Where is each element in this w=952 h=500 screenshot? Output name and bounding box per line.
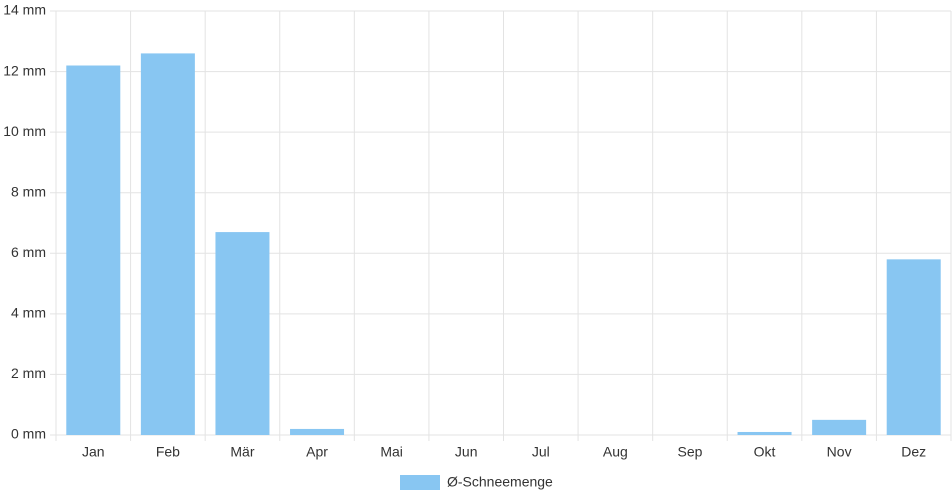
x-tick-label: Mai bbox=[380, 444, 403, 460]
legend-swatch bbox=[400, 475, 440, 490]
x-tick-label: Aug bbox=[603, 444, 628, 460]
bar bbox=[66, 65, 121, 435]
bar bbox=[140, 53, 195, 436]
y-tick-label: 6 mm bbox=[11, 244, 46, 260]
x-tick-label: Jul bbox=[532, 444, 550, 460]
x-tick-label: Apr bbox=[306, 444, 328, 460]
bar bbox=[812, 419, 867, 435]
x-tick-label: Dez bbox=[901, 444, 926, 460]
y-tick-label: 4 mm bbox=[11, 305, 46, 321]
y-tick-label: 2 mm bbox=[11, 365, 46, 381]
legend-label: Ø-Schneemenge bbox=[447, 474, 553, 490]
x-tick-label: Mär bbox=[230, 444, 254, 460]
y-tick-label: 10 mm bbox=[3, 123, 46, 139]
x-tick-label: Feb bbox=[156, 444, 180, 460]
bar bbox=[886, 259, 941, 435]
y-tick-label: 0 mm bbox=[11, 426, 46, 442]
x-tick-label: Nov bbox=[827, 444, 852, 460]
bar bbox=[290, 428, 345, 435]
x-tick-label: Jun bbox=[455, 444, 478, 460]
x-tick-label: Sep bbox=[677, 444, 702, 460]
y-tick-label: 12 mm bbox=[3, 62, 46, 78]
x-tick-label: Jan bbox=[82, 444, 105, 460]
x-tick-label: Okt bbox=[754, 444, 776, 460]
bar bbox=[215, 232, 270, 435]
y-tick-label: 8 mm bbox=[11, 183, 46, 199]
bar bbox=[737, 431, 792, 435]
y-tick-label: 14 mm bbox=[3, 2, 46, 18]
